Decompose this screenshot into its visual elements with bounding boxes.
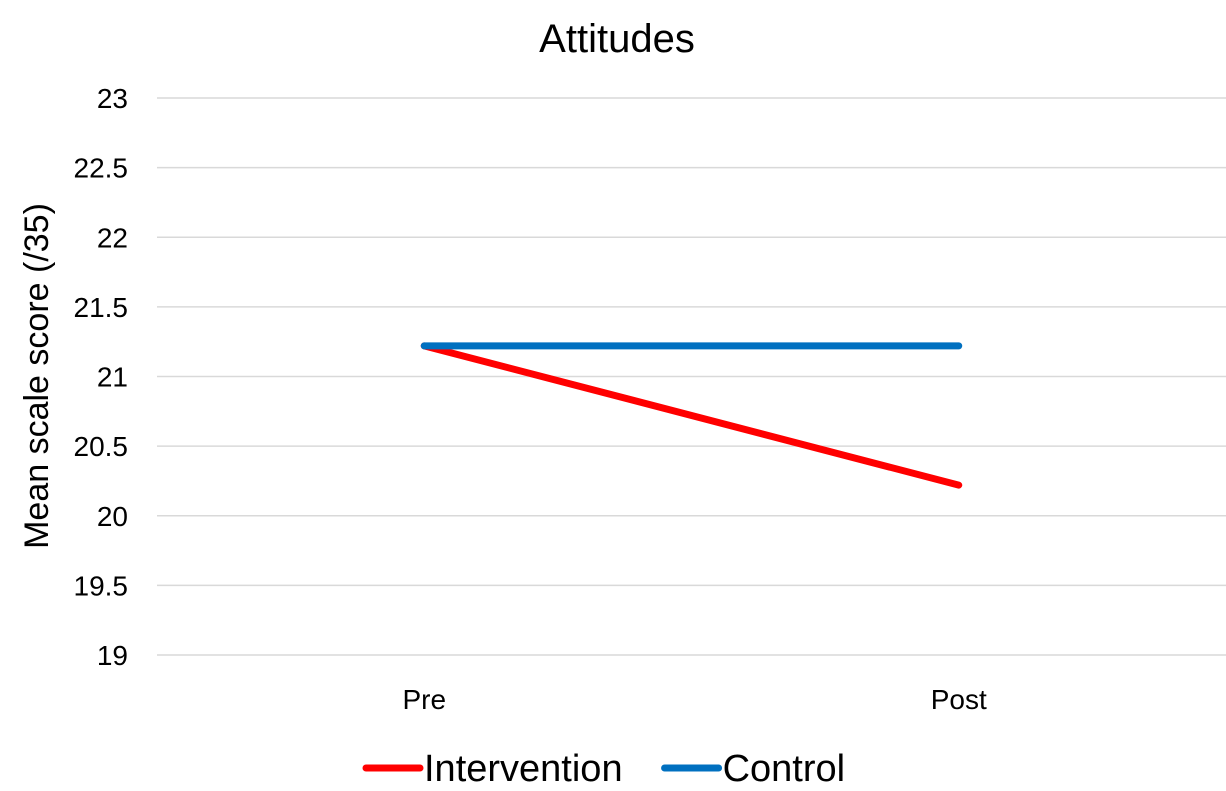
y-tick-label: 20: [97, 501, 128, 532]
legend-label: Intervention: [424, 748, 623, 786]
y-tick-label: 19.5: [74, 570, 129, 601]
series-lines: [420, 342, 963, 489]
y-axis-label: Mean scale score (/35): [18, 203, 56, 549]
x-tick-label: Post: [931, 684, 987, 715]
legend-label: Control: [723, 748, 846, 786]
y-tick-label: 21: [97, 362, 128, 393]
y-tick-label: 20.5: [74, 431, 129, 462]
y-tick-label: 22: [97, 222, 128, 253]
y-tick-label: 21.5: [74, 292, 129, 323]
y-tick-labels: 19 19.5 20 20.5 21 21.5 22 22.5 23: [74, 83, 129, 671]
y-tick-label: 19: [97, 640, 128, 671]
legend-item-intervention: Intervention: [362, 748, 623, 790]
y-tick-label: 22.5: [74, 153, 129, 184]
y-tick-label: 23: [97, 83, 128, 114]
x-tick-labels: Pre Post: [402, 684, 987, 715]
chart-title: Attitudes: [539, 17, 695, 61]
series-line-intervention: [420, 342, 963, 489]
x-tick-label: Pre: [402, 684, 446, 715]
legend-item-control: Control: [661, 748, 846, 790]
grid-lines: [157, 97, 1226, 656]
legend: Intervention Control: [362, 748, 846, 790]
